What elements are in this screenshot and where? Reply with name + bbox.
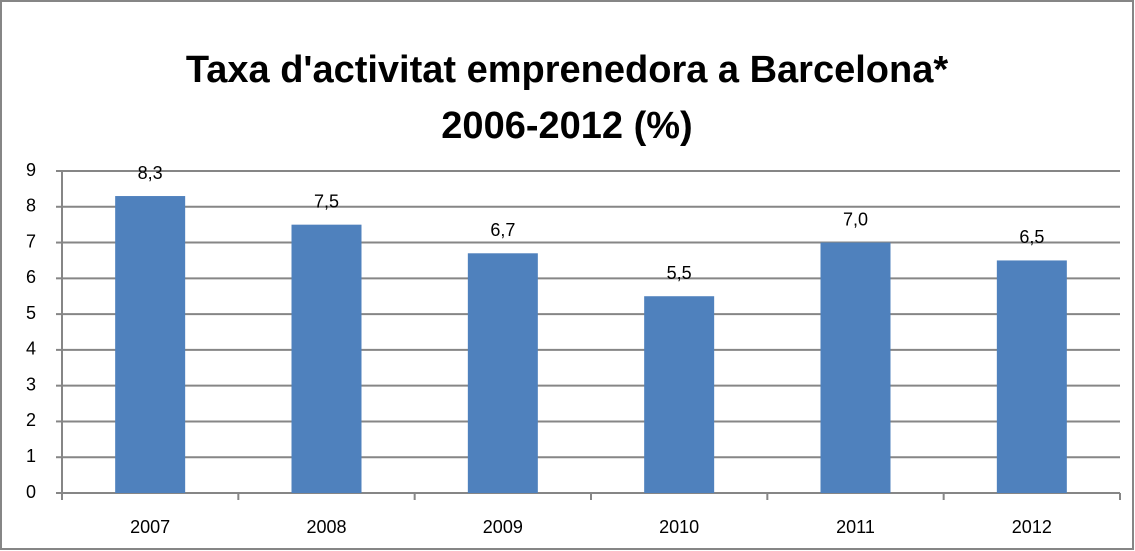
chart-title: Taxa d'activitat emprenedora a Barcelona… [186,49,949,91]
y-tick-label: 2 [26,410,36,430]
y-tick-label: 7 [26,231,36,251]
data-label: 8,3 [138,163,163,183]
y-tick-label: 4 [26,339,36,359]
y-tick-label: 6 [26,267,36,287]
bar [467,253,538,493]
bar [644,296,715,493]
y-tick-label: 9 [26,160,36,180]
x-tick-label: 2011 [836,517,875,537]
y-tick-label: 0 [26,482,36,502]
x-tick-label: 2010 [659,517,699,537]
bar [291,224,362,493]
y-tick-label: 3 [26,374,36,394]
x-tick-label: 2008 [306,517,346,537]
data-label: 7,0 [843,209,868,229]
y-tick-label: 1 [26,446,36,466]
bar [115,196,186,494]
x-tick-label: 2012 [1012,517,1052,537]
data-label: 6,5 [1019,227,1044,247]
bar [996,260,1067,493]
data-label: 5,5 [667,263,692,283]
data-label: 7,5 [314,191,339,211]
chart-title: 2006-2012 (%) [441,105,692,147]
x-tick-label: 2007 [130,517,170,537]
bar [820,242,891,493]
data-label: 6,7 [490,220,515,240]
y-tick-label: 8 [26,196,36,216]
y-tick-label: 5 [26,303,36,323]
x-tick-label: 2009 [483,517,523,537]
